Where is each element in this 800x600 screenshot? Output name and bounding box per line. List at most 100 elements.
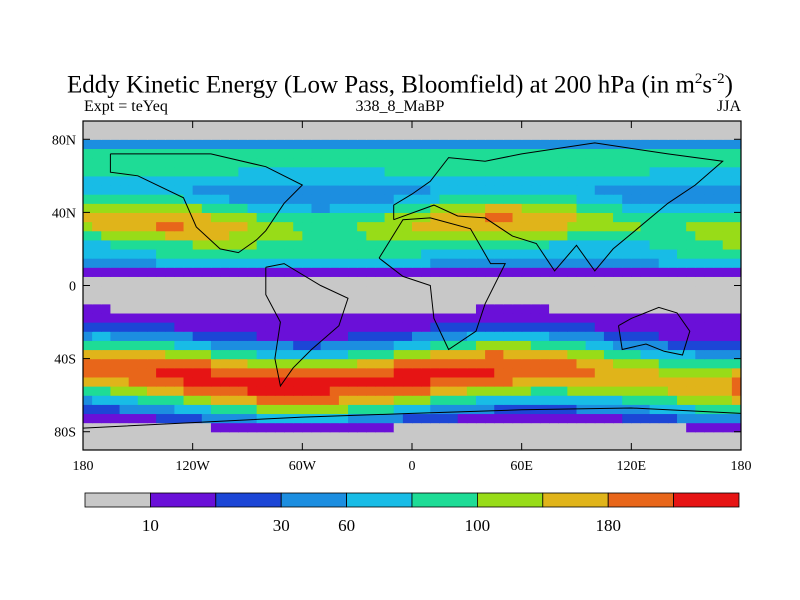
contour-cell (238, 212, 248, 222)
contour-cell (540, 176, 550, 186)
contour-cell (513, 386, 523, 396)
contour-cell (503, 203, 513, 213)
contour-cell (302, 222, 312, 232)
contour-cell (193, 286, 203, 296)
contour-cell (732, 249, 742, 259)
contour-cell (723, 386, 733, 396)
contour-cell (83, 258, 93, 268)
contour-cell (147, 377, 157, 387)
contour-cell (668, 240, 678, 250)
contour-cell (421, 148, 431, 158)
contour-cell (348, 423, 358, 433)
contour-cell (293, 313, 303, 323)
contour-cell (275, 368, 285, 378)
contour-cell (83, 130, 93, 140)
contour-cell (686, 139, 696, 149)
contour-cell (293, 222, 303, 232)
contour-cell (101, 130, 111, 140)
contour-cell (403, 158, 413, 168)
contour-cell (430, 386, 440, 396)
contour-cell (659, 322, 669, 332)
contour-cell (275, 441, 285, 451)
contour-cell (467, 139, 477, 149)
contour-cell (174, 395, 184, 405)
contour-cell (439, 130, 449, 140)
contour-cell (549, 249, 559, 259)
contour-cell (92, 121, 102, 131)
contour-cell (558, 395, 568, 405)
contour-cell (229, 167, 239, 177)
contour-cell (348, 349, 358, 359)
contour-cell (430, 194, 440, 204)
contour-cell (385, 386, 395, 396)
contour-cell (604, 386, 614, 396)
contour-cell (558, 185, 568, 195)
chart: 180 120W 60W 0 60E 120E 18080N40N040S80S 10 30 6… (0, 0, 800, 600)
contour-cell (485, 404, 495, 414)
contour-cell (302, 432, 312, 442)
contour-cell (503, 432, 513, 442)
contour-cell (577, 231, 587, 241)
contour-cell (613, 121, 623, 131)
contour-cell (248, 359, 258, 369)
contour-cell (467, 203, 477, 213)
contour-cell (567, 423, 577, 433)
contour-cell (467, 304, 477, 314)
contour-cell (485, 276, 495, 286)
contour-cell (531, 276, 541, 286)
contour-cell (631, 158, 641, 168)
contour-cell (714, 368, 724, 378)
contour-cell (458, 148, 468, 158)
contour-cell (732, 185, 742, 195)
contour-cell (677, 231, 687, 241)
contour-cell (421, 331, 431, 341)
contour-cell (184, 276, 194, 286)
contour-cell (449, 176, 459, 186)
contour-cell (220, 194, 230, 204)
contour-cell (686, 231, 696, 241)
contour-cell (449, 331, 459, 341)
contour-cell (375, 240, 385, 250)
contour-cell (293, 194, 303, 204)
contour-cell (485, 267, 495, 277)
contour-cell (659, 139, 669, 149)
contour-cell (485, 185, 495, 195)
contour-cell (184, 386, 194, 396)
contour-cell (211, 359, 221, 369)
contour-cell (449, 349, 459, 359)
contour-cell (613, 267, 623, 277)
contour-cell (695, 130, 705, 140)
contour-cell (704, 340, 714, 350)
contour-cell (220, 340, 230, 350)
contour-cell (129, 267, 139, 277)
contour-cell (375, 386, 385, 396)
contour-cell (540, 267, 550, 277)
contour-cell (266, 286, 276, 296)
contour-cell (531, 423, 541, 433)
contour-cell (631, 331, 641, 341)
contour-cell (595, 377, 605, 387)
contour-cell (631, 240, 641, 250)
contour-cell (714, 386, 724, 396)
contour-cell (394, 331, 404, 341)
contour-cell (558, 167, 568, 177)
contour-cell (165, 432, 175, 442)
contour-cell (284, 331, 294, 341)
contour-cell (184, 368, 194, 378)
contour-cell (640, 331, 650, 341)
contour-cell (357, 349, 367, 359)
contour-cell (577, 185, 587, 195)
contour-cell (248, 222, 258, 232)
contour-cell (348, 368, 358, 378)
contour-cell (174, 368, 184, 378)
contour-cell (165, 441, 175, 451)
contour-cell (101, 322, 111, 332)
contour-cell (476, 423, 486, 433)
contour-cell (138, 240, 148, 250)
contour-cell (257, 222, 267, 232)
contour-cell (430, 267, 440, 277)
contour-cell (595, 148, 605, 158)
contour-cell (339, 203, 349, 213)
contour-cell (211, 231, 221, 241)
contour-cell (631, 368, 641, 378)
